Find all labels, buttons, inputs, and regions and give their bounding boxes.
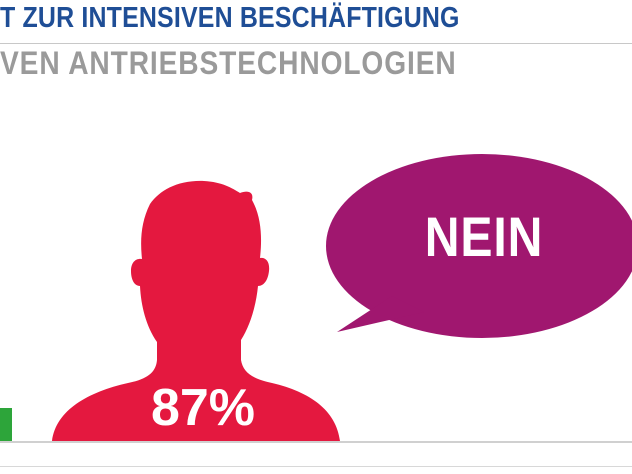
title-divider: [0, 43, 632, 44]
page-subtitle: VEN ANTRIEBSTECHNOLOGIEN: [0, 45, 457, 81]
person-silhouette-icon: [52, 180, 340, 441]
speech-bubble: [326, 154, 632, 338]
speech-bubble-label: NEIN: [424, 205, 544, 268]
percent-value: 87%: [150, 379, 256, 437]
green-bar-marker: [0, 408, 12, 442]
baseline-divider: [0, 441, 632, 443]
footer-divider: [0, 466, 632, 467]
page-title: T ZUR INTENSIVEN BESCHÄFTIGUNG: [0, 2, 460, 34]
